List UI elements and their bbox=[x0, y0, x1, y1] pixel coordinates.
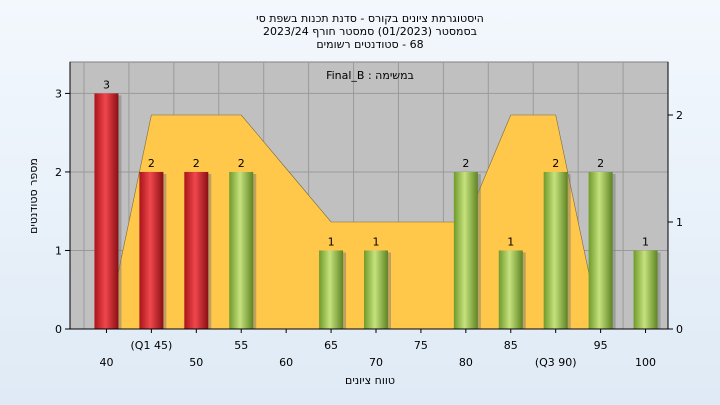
x-tick-label: 40 bbox=[99, 356, 113, 369]
chart-title-line-1: היסטוגרמת ציונים בקורס - סדנת תכנות בשפת… bbox=[256, 12, 484, 25]
bar bbox=[633, 250, 658, 329]
x-tick-label: 75 bbox=[414, 339, 428, 352]
data-label: 1 bbox=[642, 235, 649, 248]
x-tick-label: 95 bbox=[594, 339, 608, 352]
y-tick-label-right: 1 bbox=[676, 216, 683, 229]
bar bbox=[139, 171, 164, 329]
x-tick-label: 100 bbox=[635, 356, 656, 369]
data-label: 3 bbox=[103, 78, 110, 91]
data-label: 1 bbox=[373, 235, 380, 248]
axes: 0 1 2 3 0 1 2 40 (Q1 45) 50 55 60 65 70 75 80 85 (Q3 90) 9… bbox=[55, 62, 683, 369]
data-label: 2 bbox=[148, 157, 155, 170]
y-tick-label-right: 2 bbox=[676, 109, 683, 122]
bar bbox=[94, 93, 119, 329]
data-labels: 3 2 2 2 1 1 2 1 2 2 1 bbox=[103, 78, 649, 248]
data-label: 2 bbox=[238, 157, 245, 170]
bar bbox=[588, 171, 613, 329]
bar bbox=[229, 171, 254, 329]
x-tick-label: 70 bbox=[369, 356, 383, 369]
x-axis-title: טווח ציונים bbox=[345, 374, 395, 387]
chart-annotation: במשימה : Final_B bbox=[326, 69, 414, 82]
data-label: 2 bbox=[193, 157, 200, 170]
y-tick-label-left: 3 bbox=[55, 87, 62, 100]
bar bbox=[453, 171, 478, 329]
chart-title-line-2: בסמסטר (01/2023) סמסטר חורף 2023/24 bbox=[263, 25, 477, 38]
chart-title-line-3: 68 - סטודנטים רשומים bbox=[316, 38, 423, 51]
bar-series bbox=[94, 93, 661, 329]
chart-title: היסטוגרמת ציונים בקורס - סדנת תכנות בשפת… bbox=[256, 12, 484, 51]
x-tick-label: (Q1 45) bbox=[131, 339, 173, 352]
bar bbox=[184, 171, 209, 329]
data-label: 2 bbox=[597, 157, 604, 170]
x-tick-label: 55 bbox=[234, 339, 248, 352]
x-tick-label: (Q3 90) bbox=[535, 356, 577, 369]
x-tick-label: 50 bbox=[189, 356, 203, 369]
data-label: 2 bbox=[462, 157, 469, 170]
x-tick-label: 85 bbox=[504, 339, 518, 352]
bar bbox=[543, 171, 568, 329]
y-axis-title: מספר סטודנטים bbox=[27, 158, 40, 234]
y-tick-label-left: 1 bbox=[55, 244, 62, 257]
y-tick-label-left: 2 bbox=[55, 166, 62, 179]
x-tick-label: 65 bbox=[324, 339, 338, 352]
bar bbox=[319, 250, 344, 329]
data-label: 1 bbox=[328, 235, 335, 248]
y-tick-label-right: 0 bbox=[676, 323, 683, 336]
x-tick-label: 60 bbox=[279, 356, 293, 369]
x-tick-label: 80 bbox=[459, 356, 473, 369]
y-tick-label-left: 0 bbox=[55, 323, 62, 336]
bar bbox=[498, 250, 523, 329]
data-label: 1 bbox=[507, 235, 514, 248]
data-label: 2 bbox=[552, 157, 559, 170]
bar bbox=[364, 250, 388, 329]
